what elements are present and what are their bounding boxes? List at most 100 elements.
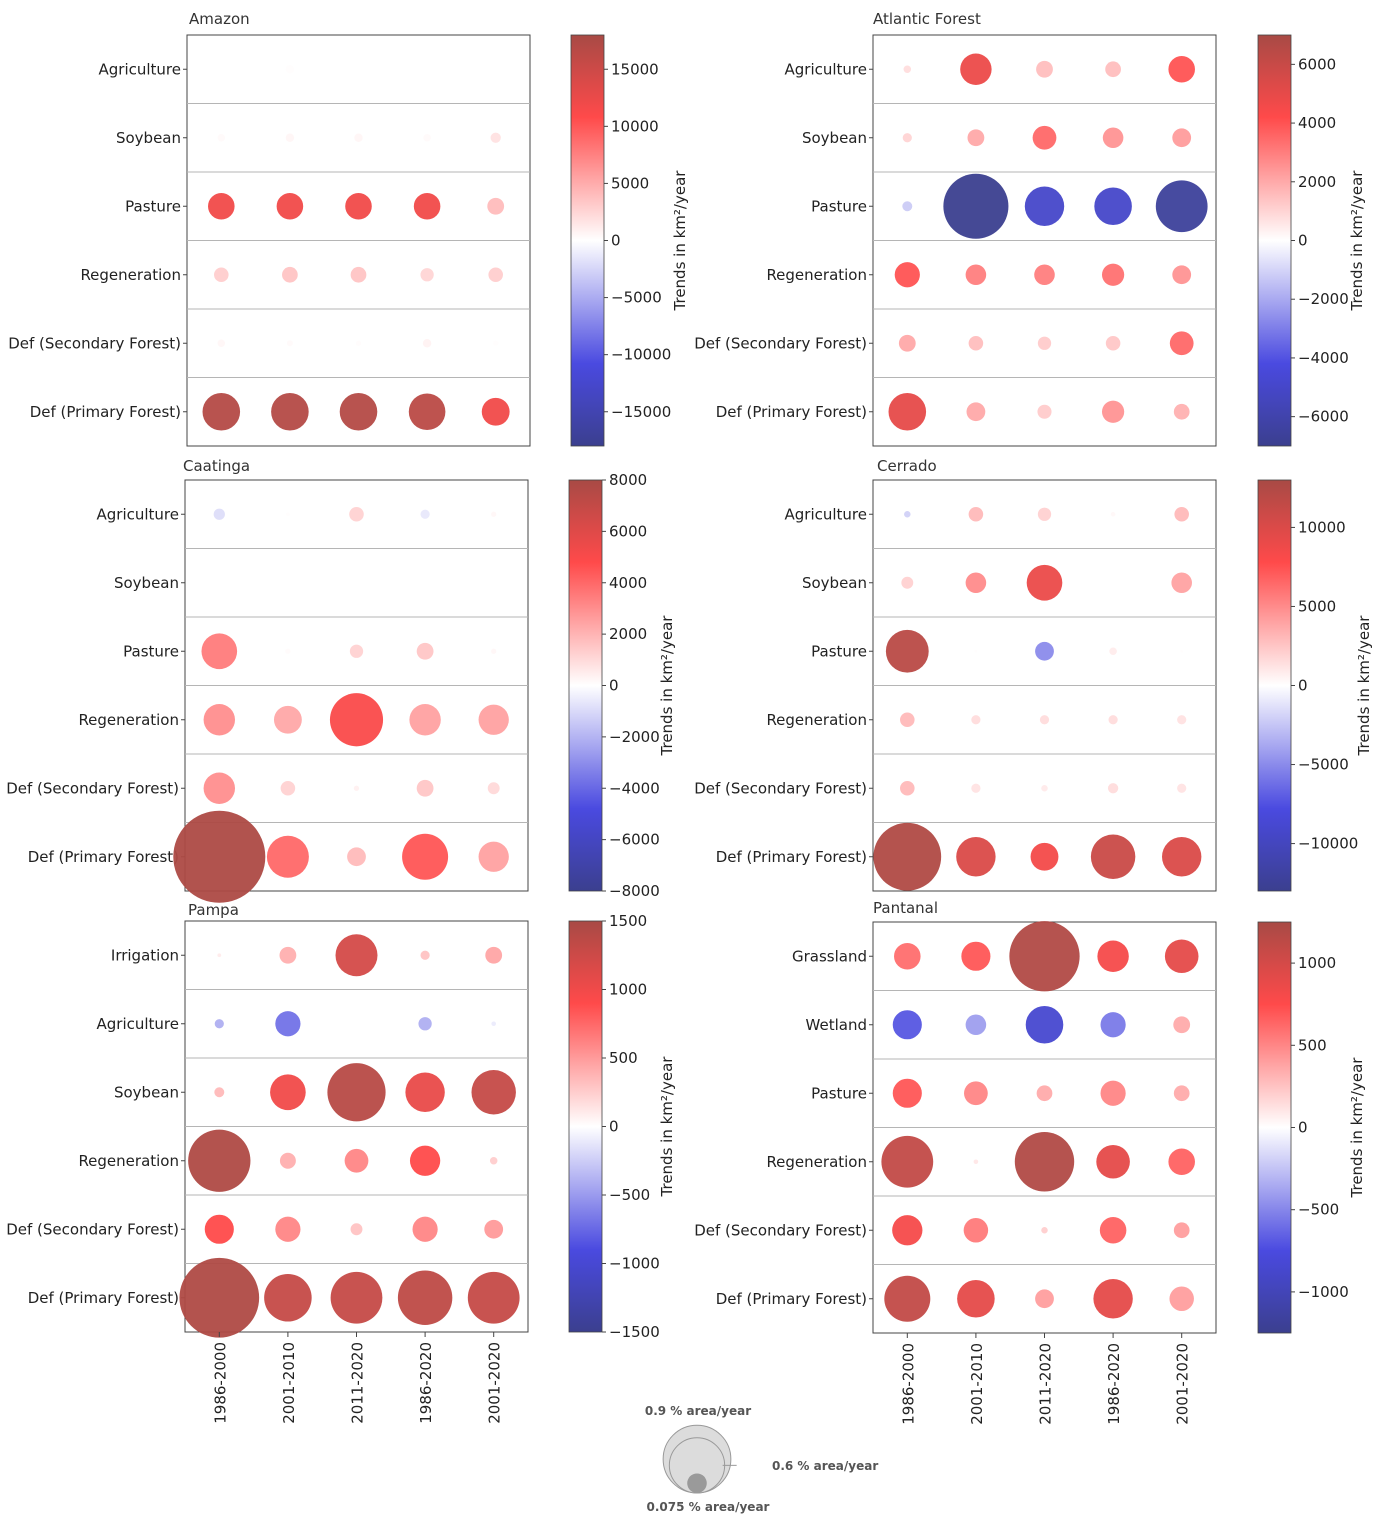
bubble xyxy=(214,1019,224,1029)
colorbar-tick-label: 15000 xyxy=(611,60,659,78)
row-label: Agriculture xyxy=(97,505,180,523)
legend-label: 0.9 % area/year xyxy=(645,1404,751,1418)
bubble xyxy=(900,780,915,796)
colorbar-tick-label: −2000 xyxy=(609,728,660,746)
legend-label: 0.075 % area/year xyxy=(647,1500,770,1514)
colorbar-title: Trends in km²/year xyxy=(1355,615,1373,757)
bubble xyxy=(270,1074,306,1111)
bubble xyxy=(894,942,921,970)
bubble xyxy=(405,1072,445,1112)
colorbar-title: Trends in km²/year xyxy=(1348,170,1366,312)
colorbar-tick-label: 6000 xyxy=(609,522,647,540)
row-label: Pasture xyxy=(811,197,867,215)
row-label: Def (Primary Forest) xyxy=(716,1290,867,1308)
colorbar-tick-label: −5000 xyxy=(611,289,662,307)
bubble xyxy=(484,1219,504,1239)
bubble xyxy=(1108,715,1118,725)
colorbar-tick-label: −1000 xyxy=(1298,1283,1349,1301)
row-label: Regeneration xyxy=(766,1153,867,1171)
row-label: Pasture xyxy=(125,197,181,215)
colorbar-tick-label: 0 xyxy=(1298,677,1308,695)
row-label: Pasture xyxy=(811,642,867,660)
bubble xyxy=(960,53,992,85)
bubble xyxy=(203,772,236,804)
bubble xyxy=(1173,1085,1190,1102)
row-label: Soybean xyxy=(802,574,867,592)
panel-caatinga: Caatinga Agriculture Soybean Pasture Regener… xyxy=(6,457,676,903)
row-label: Regeneration xyxy=(766,266,867,284)
bubble xyxy=(413,192,441,220)
bubble xyxy=(1097,940,1129,972)
bubble xyxy=(208,192,235,220)
bubble xyxy=(275,1216,301,1242)
bubble xyxy=(1105,61,1121,78)
bubble xyxy=(408,393,446,431)
bubble xyxy=(1100,1080,1126,1106)
bubble xyxy=(397,1270,453,1325)
bubble xyxy=(1039,715,1050,725)
colorbar-tick-label: 0 xyxy=(609,677,619,695)
x-tick-label: 1986-2000 xyxy=(899,1343,917,1425)
panel-pampa: Pampa Irrigation Agriculture Soybean Regener… xyxy=(6,901,676,1424)
bubble xyxy=(902,133,912,143)
bubble xyxy=(1025,1005,1064,1044)
legend-label: 0.6 % area/year xyxy=(772,1459,878,1473)
x-tick-label: 2001-2020 xyxy=(1174,1343,1192,1425)
row-label: Pasture xyxy=(811,1084,867,1102)
bubble xyxy=(881,1135,934,1188)
colorbar-tick-label: 0 xyxy=(609,1118,619,1136)
bubble xyxy=(965,264,987,286)
bubble xyxy=(217,339,226,348)
colorbar-title: Trends in km²/year xyxy=(658,1056,676,1198)
bubble xyxy=(1036,60,1053,78)
row-label: Soybean xyxy=(114,1083,179,1101)
bubble xyxy=(1014,1132,1075,1192)
panel-title: Pantanal xyxy=(873,899,938,917)
panel-title: Caatinga xyxy=(183,457,250,475)
bubble xyxy=(286,340,293,347)
bubble xyxy=(1102,127,1124,149)
colorbar-tick-label: 6000 xyxy=(1298,55,1336,73)
panel-title: Pampa xyxy=(188,901,239,919)
row-label: Regeneration xyxy=(78,1152,179,1170)
colorbar-tick-label: 5000 xyxy=(611,174,649,192)
row-label: Regeneration xyxy=(766,711,867,729)
bubble xyxy=(214,1087,225,1098)
bubble xyxy=(1173,403,1190,420)
row-label: Regeneration xyxy=(78,711,179,729)
bubble xyxy=(1173,1222,1190,1239)
bubble xyxy=(420,950,430,960)
colorbar-tick-label: 0 xyxy=(611,232,621,250)
row-label: Def (Secondary Forest) xyxy=(694,779,867,797)
bubble xyxy=(1169,331,1194,356)
bubble xyxy=(201,633,238,670)
bubble xyxy=(965,572,987,594)
bubble xyxy=(354,133,363,142)
bubble xyxy=(491,1021,497,1027)
bubble xyxy=(904,510,911,518)
panel-amazon: Amazon Agriculture Soybean Pasture Regenerat… xyxy=(8,10,689,447)
colorbar-title: Trends in km²/year xyxy=(1348,1057,1366,1199)
colorbar-tick-label: 1000 xyxy=(1298,954,1336,972)
bubble xyxy=(478,704,509,735)
bubble xyxy=(350,1223,363,1236)
row-label: Def (Secondary Forest) xyxy=(6,1220,179,1238)
bubble xyxy=(275,1011,301,1037)
bubble xyxy=(1032,125,1057,150)
colorbar-tick-label: −4000 xyxy=(609,779,660,797)
bubble xyxy=(217,953,222,958)
bubble xyxy=(420,509,430,519)
bubble xyxy=(967,129,985,147)
panel-cerrado: Cerrado Agriculture Soybean Pasture Regenera… xyxy=(694,457,1373,892)
bubble xyxy=(491,511,497,517)
bubble xyxy=(1180,649,1184,653)
x-tick-label: 2001-2020 xyxy=(486,1342,504,1424)
colorbar-tick-label: 4000 xyxy=(609,574,647,592)
colorbar-tick-label: 1500 xyxy=(609,912,647,930)
bubble xyxy=(344,1148,369,1173)
colorbar xyxy=(1257,921,1292,1334)
bubble xyxy=(1168,1148,1195,1176)
bubble xyxy=(903,65,912,74)
bubble xyxy=(349,506,364,522)
